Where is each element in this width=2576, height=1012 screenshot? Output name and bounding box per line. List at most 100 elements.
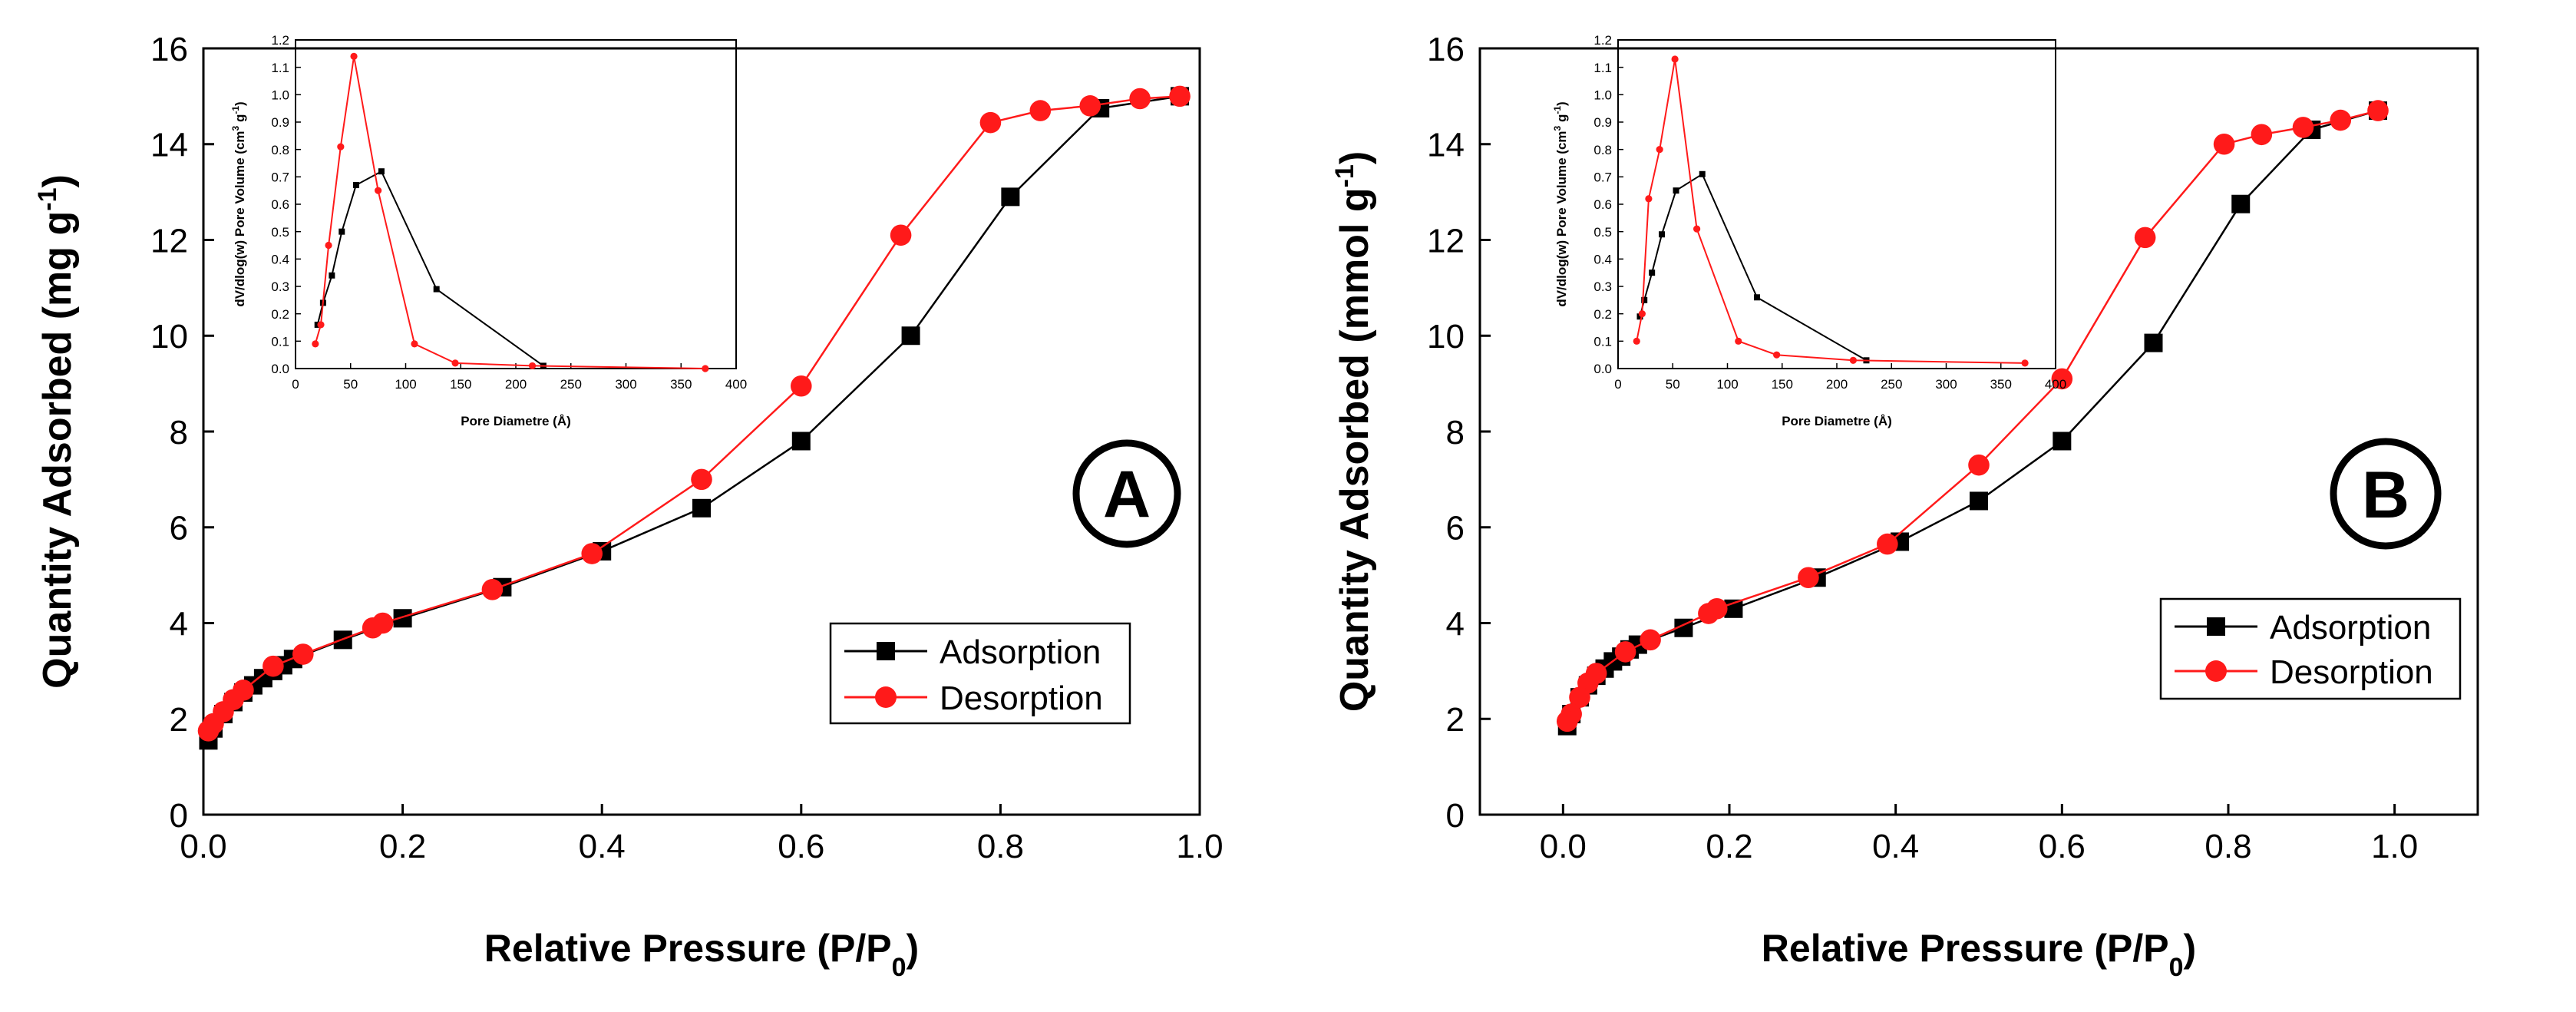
panel-b-legend-adsorption-marker	[2207, 617, 2225, 636]
panel-b-y-tick-label: 0	[1446, 797, 1465, 835]
panel-b-x-tick-label: 0.8	[2204, 828, 2251, 865]
panel-a-desorption-point	[581, 543, 603, 564]
inset-b-y-tick-label: 0.3	[1593, 279, 1612, 294]
panel-b-y-tick-label: 16	[1427, 31, 1465, 68]
panel-b-y-tick-label: 8	[1446, 414, 1465, 451]
panel-a-desorption-point	[362, 617, 384, 639]
inset-b-desorption-point	[1849, 356, 1857, 364]
panel-b-legend-desorption-marker	[2205, 660, 2227, 682]
panel-b-y-axis-label-sup: -1	[1330, 164, 1359, 187]
panel-a-desorption-point	[481, 579, 504, 600]
inset-b-y-axis-label: dV/dlog(w) Pore Volume (cm3 g-1)	[1552, 101, 1569, 306]
panel-a-adsorption-point	[791, 432, 811, 451]
panel-a-y-axis-label-sup: -1	[33, 188, 62, 211]
inset-a-adsorption-point	[433, 286, 440, 293]
panel-b-y-tick-label: 6	[1446, 510, 1465, 547]
panel-a-y-tick-label: 10	[150, 318, 188, 356]
inset-b-y-tick-label: 1.2	[1593, 33, 1612, 48]
panel-b-y-axis-label: Quantity Adsorbed (mmol g-1)	[1330, 151, 1377, 712]
inset-a-x-tick-label: 0	[292, 377, 299, 392]
inset-b-x-tick-label: 0	[1614, 377, 1621, 392]
inset-a-y-tick-label: 0.1	[271, 334, 289, 349]
inset-a-y-tick-label: 0.4	[271, 252, 289, 266]
panel-a-desorption-point	[1029, 100, 1052, 121]
inset-b-x-tick-label: 100	[1716, 377, 1738, 392]
inset-b-y-tick-label: 0.6	[1593, 197, 1612, 212]
inset-b-x-tick-label: 150	[1772, 377, 1793, 392]
inset-b-axes: 0 50 100 150 200 250 300 350 400 0.0 0.1 0.2 0.3 0.4 0…	[1593, 33, 2066, 392]
inset-b-y-tick-label: 1.0	[1593, 88, 1612, 102]
panel-a-y-tick-label: 6	[170, 510, 188, 547]
panel-b-desorption-point	[1877, 533, 1898, 555]
inset-a-adsorption-point	[378, 168, 385, 175]
panel-a-x-tick-label: 0.8	[977, 828, 1024, 865]
inset-a-desorption-point	[702, 365, 709, 372]
panel-b-x-axis-label-sub: 0	[2169, 953, 2184, 982]
inset-b-adsorption-point	[1659, 231, 1665, 238]
panel-a-label-badge: A	[1072, 439, 1181, 548]
inset-a-desorption-point	[375, 187, 382, 194]
panel-a-legend-adsorption: Adsorption	[940, 633, 1101, 671]
inset-a-x-tick-label: 250	[560, 377, 582, 392]
panel-b-adsorption-point	[2053, 432, 2072, 451]
inset-a-adsorption-line	[316, 170, 544, 367]
inset-a-y-tick-label: 0.0	[271, 362, 289, 376]
panel-b-adsorption-point	[1970, 491, 1988, 511]
panel-b-desorption-point	[1569, 686, 1590, 708]
inset-b-desorption-point	[1735, 337, 1742, 345]
panel-a-legend-desorption: Desorption	[940, 680, 1103, 717]
panel-b-desorption-point	[2213, 133, 2235, 155]
inset-b-y-tick-label: 0.8	[1593, 143, 1612, 157]
panel-b-desorption-point	[1798, 567, 1819, 589]
panel-a-x-axis-label: Relative Pressure (P/P0)	[484, 927, 919, 982]
inset-a-x-tick-label: 300	[615, 377, 636, 392]
panel-b-desorption-point	[2292, 117, 2314, 138]
panel-b-series	[1556, 100, 2389, 736]
inset-a-series	[312, 52, 709, 372]
inset-a-desorption-point	[451, 359, 459, 367]
panel-b-y-tick-label: 4	[1446, 605, 1465, 643]
inset-a-x-axis-label: Pore Diametre (Å)	[461, 414, 571, 428]
panel-a-x-tick-label: 1.0	[1176, 828, 1223, 865]
inset-b-adsorption-point	[1649, 270, 1656, 276]
panel-a-legend: Adsorption Desorption	[829, 622, 1131, 725]
inset-a-y-tick-label: 1.2	[271, 33, 289, 48]
inset-a-x-tick-label: 150	[450, 377, 471, 392]
inset-a-adsorption-point	[329, 272, 335, 279]
panel-b-legend-desorption: Desorption	[2270, 653, 2433, 691]
inset-b: 0 50 100 150 200 250 300 350 400 0.0 0.1 0.2 0.3 0.4 0…	[1552, 33, 2066, 428]
inset-b-desorption-point	[1671, 55, 1679, 63]
inset-b-x-tick-label: 250	[1881, 377, 1902, 392]
inset-a-y-tick-label: 0.8	[271, 143, 289, 157]
panel-a: 0.0 0.2 0.4 0.6 0.8 1.0 0 2 4 6 8 10 12 14 16 Quantity…	[33, 31, 1224, 982]
panel-b-desorption-point	[1698, 603, 1719, 624]
inset-a-desorption-point	[528, 362, 537, 370]
inset-a-axes: 0 50 100 150 200 250 300 350 400 0.0 0.1 0.2 0.3 0.4 0…	[271, 33, 747, 392]
inset-b-desorption-point	[1656, 146, 1663, 154]
inset-b-desorption-point	[1633, 337, 1640, 345]
panel-a-y-tick-label: 4	[170, 605, 188, 643]
inset-b-adsorption-point	[1753, 294, 1760, 301]
panel-a-y-tick-label: 8	[170, 414, 188, 451]
inset-b-x-tick-label: 300	[1935, 377, 1957, 392]
panel-b-x-tick-label: 0.0	[1540, 828, 1587, 865]
inset-b-x-tick-label: 400	[2045, 377, 2066, 392]
inset-b-y-tick-label: 0.9	[1593, 115, 1612, 130]
panel-a-y-tick-label: 0	[170, 797, 188, 835]
panel-b-desorption-point	[2134, 227, 2156, 249]
panel-a-adsorption-point	[692, 498, 711, 518]
inset-a-desorption-point	[411, 340, 418, 348]
inset-b-y-tick-label: 0.4	[1593, 252, 1612, 266]
panel-b-label: B	[2362, 458, 2409, 532]
panel-a-x-tick-label: 0.2	[379, 828, 426, 865]
panel-a-y-tick-label: 16	[150, 31, 188, 68]
panel-a-desorption-point	[791, 375, 812, 397]
panel-b-x-axis-label: Relative Pressure (P/P0)	[1762, 927, 2196, 982]
inset-b-adsorption-line	[1639, 173, 1867, 362]
inset-a-x-tick-label: 50	[343, 377, 358, 392]
panel-b-y-tick-label: 14	[1427, 127, 1465, 164]
inset-b-x-axis-label: Pore Diametre (Å)	[1782, 414, 1892, 428]
panel-b-legend-adsorption: Adsorption	[2270, 609, 2431, 647]
inset-a-adsorption-point	[339, 228, 345, 235]
inset-b-adsorption-point	[1641, 296, 1648, 303]
